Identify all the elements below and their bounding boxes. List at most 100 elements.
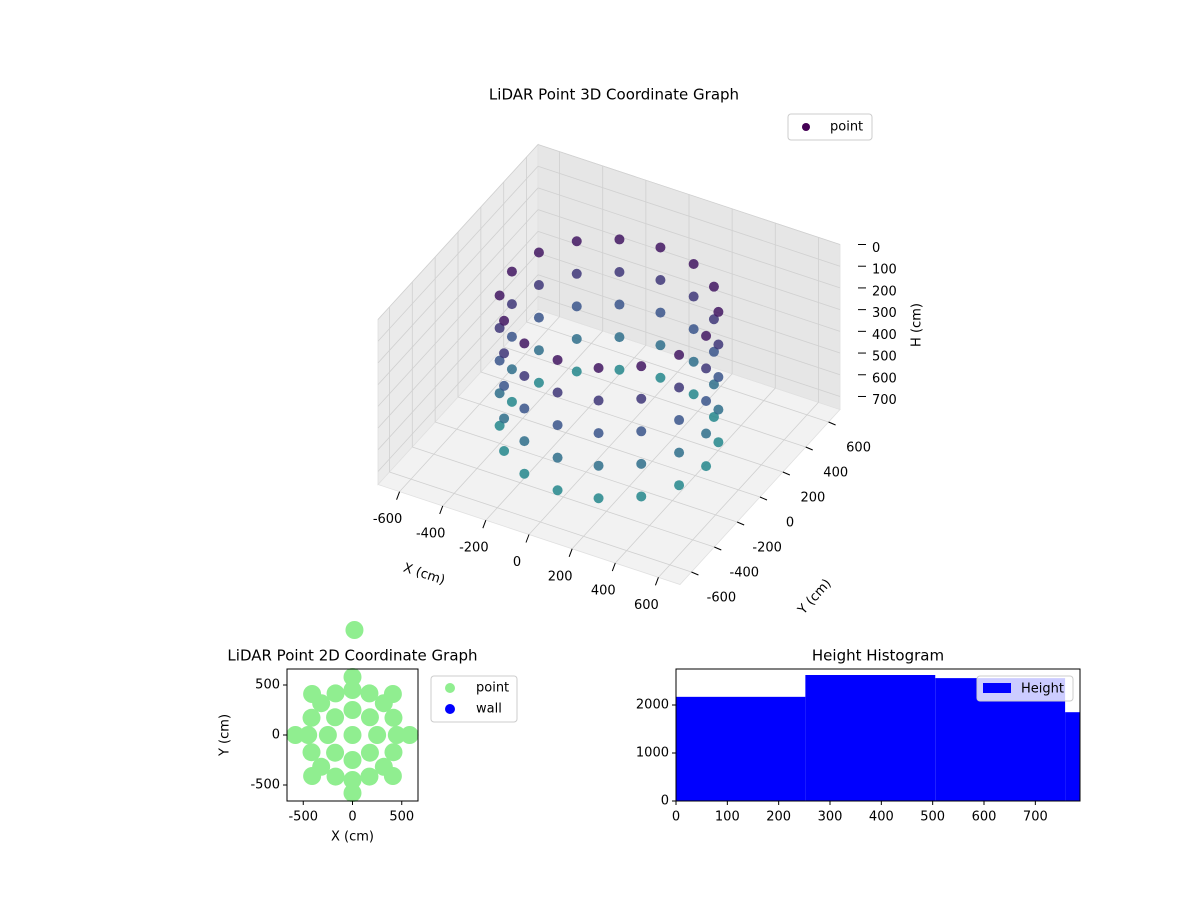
x-tick-label: 700 (1023, 810, 1048, 825)
legend-box (430, 675, 518, 723)
point (655, 242, 666, 253)
point (303, 767, 322, 785)
point (593, 428, 604, 439)
x-tick-label: 200 (766, 810, 791, 825)
point (343, 784, 362, 802)
tick-mark (611, 562, 616, 572)
point (708, 314, 719, 325)
point (655, 275, 666, 286)
point (303, 685, 322, 703)
grid-line (457, 396, 761, 498)
point (674, 382, 685, 393)
point (713, 437, 724, 448)
tick-mark (568, 548, 573, 557)
legend-label: point (830, 120, 863, 135)
point (614, 332, 625, 343)
point (701, 461, 712, 472)
point (499, 315, 510, 326)
point (499, 348, 510, 359)
point (400, 726, 419, 744)
grid-line (537, 209, 841, 311)
z-tick-label: 200 (872, 284, 897, 299)
z-tick-label: 300 (872, 306, 897, 321)
tick-mark (805, 446, 813, 451)
grid-line (537, 165, 841, 267)
z-tick-label: 600 (872, 371, 897, 386)
legend-marker (983, 683, 1011, 693)
tick-mark (828, 421, 836, 426)
grid-line (480, 371, 783, 473)
point (674, 447, 685, 458)
point (286, 726, 305, 744)
point (708, 379, 719, 390)
point (701, 428, 712, 439)
point (533, 345, 544, 356)
grid-line (537, 296, 841, 397)
point (688, 291, 699, 302)
point (713, 372, 724, 383)
z-tick-label: 700 (872, 393, 897, 408)
point (674, 349, 685, 360)
x-tick-label: 0 (513, 555, 521, 570)
point (571, 236, 582, 247)
x-tick-label: 600 (634, 598, 659, 613)
z-tick-label: 100 (872, 263, 897, 278)
x-tick-label: -400 (416, 526, 446, 541)
legend-box (787, 113, 873, 141)
point (614, 299, 625, 310)
tick-mark (525, 534, 530, 543)
point (343, 726, 362, 744)
point (360, 708, 379, 727)
point (701, 363, 712, 374)
x-tick-label: 300 (818, 810, 843, 825)
point (593, 395, 604, 406)
x-tick-label: 500 (389, 810, 414, 825)
x-tick-label: 0 (348, 810, 356, 825)
point (688, 324, 699, 335)
point (360, 743, 379, 762)
point (499, 446, 510, 457)
x-tick-label: -600 (373, 512, 403, 527)
grid-line (537, 144, 841, 245)
y-tick-label: 1000 (636, 746, 669, 761)
point (519, 403, 530, 414)
y-tick-label: 600 (846, 441, 871, 456)
point (655, 372, 666, 383)
point (519, 468, 530, 479)
tick-mark (759, 496, 768, 501)
chart-title: LiDAR Point 2D Coordinate Graph (227, 647, 477, 665)
grid-line (377, 165, 539, 342)
tick-mark (396, 491, 401, 500)
y-axis-label: Y (cm) (218, 714, 233, 757)
tick-mark (736, 521, 745, 526)
point (506, 266, 517, 277)
point (552, 420, 563, 431)
bar (1065, 712, 1080, 801)
legend-box (976, 675, 1074, 702)
tick-mark (691, 571, 699, 576)
legend-marker (802, 123, 810, 131)
x-tick-label: 200 (548, 569, 573, 584)
y-tick-label: 0 (786, 516, 794, 531)
point (713, 339, 724, 350)
point (571, 366, 582, 377)
grid-line (503, 346, 806, 448)
point (713, 306, 724, 317)
point (571, 268, 582, 279)
x-axis-label: X (cm) (401, 561, 447, 589)
y-tick-label: 2000 (636, 698, 669, 713)
point (302, 708, 321, 727)
point (360, 684, 379, 703)
point (343, 668, 362, 686)
grid-line (435, 421, 738, 523)
point (343, 771, 362, 789)
grid-line (377, 252, 539, 429)
point (552, 485, 563, 496)
point (326, 743, 345, 762)
legend-label: wall (476, 702, 502, 717)
x-tick-label: -200 (459, 541, 489, 556)
tick-mark (782, 471, 791, 476)
point (533, 377, 544, 388)
x-tick-label: 400 (591, 584, 616, 599)
